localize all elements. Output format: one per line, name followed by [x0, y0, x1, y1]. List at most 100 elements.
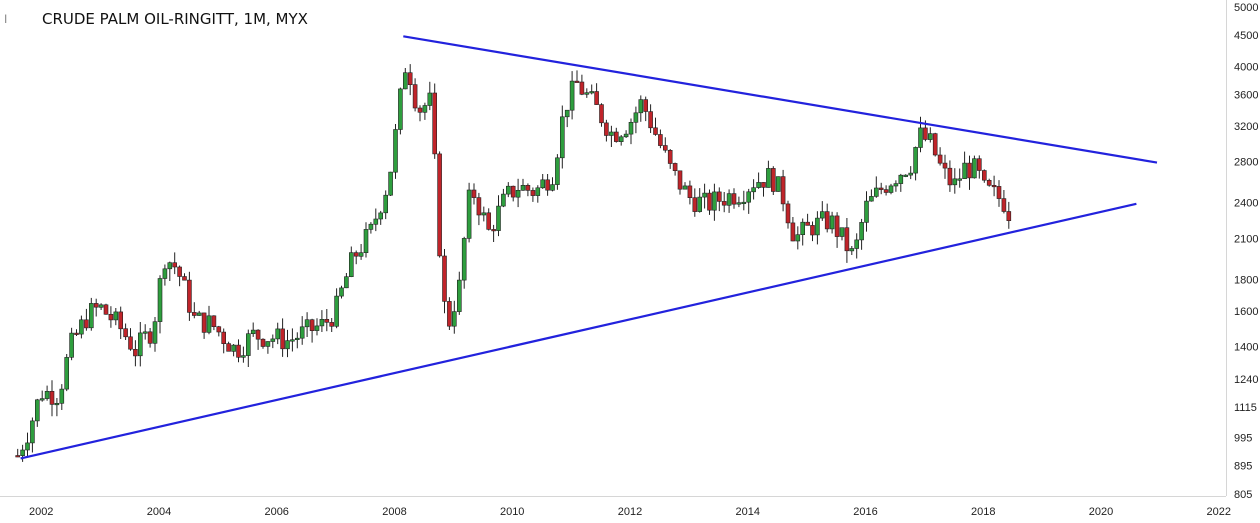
trendline-upper — [403, 35, 1158, 164]
candle-body — [712, 191, 717, 211]
candle-body — [888, 185, 894, 193]
candle-body — [236, 344, 241, 358]
candle-body — [407, 72, 413, 85]
candle — [692, 188, 698, 217]
candle-body — [157, 278, 163, 322]
candle-body — [368, 223, 374, 230]
candle-body — [260, 338, 266, 347]
candle — [383, 190, 389, 220]
candle-body — [172, 262, 177, 268]
candle — [893, 180, 899, 192]
candle — [962, 151, 967, 180]
candle — [501, 188, 506, 208]
candle-body — [525, 185, 531, 191]
candle — [687, 180, 693, 205]
candle — [412, 78, 418, 112]
candle-body — [1001, 198, 1007, 212]
candle — [648, 104, 653, 133]
candle-body — [721, 201, 727, 206]
candle-body — [167, 262, 173, 270]
y-tick-label: 995 — [1234, 433, 1252, 445]
candle-body — [869, 196, 874, 202]
candle — [815, 211, 820, 245]
candle — [604, 119, 609, 142]
candle — [339, 285, 344, 299]
candle-body — [967, 162, 972, 179]
candle-body — [398, 88, 403, 130]
candle-body — [334, 295, 339, 327]
candle-body — [535, 187, 541, 196]
candle-body — [177, 266, 182, 277]
candle — [736, 196, 742, 208]
candle — [795, 226, 801, 250]
candle-body — [231, 344, 236, 352]
candle — [564, 109, 570, 128]
candle — [550, 177, 555, 192]
candle — [319, 310, 325, 332]
candle — [285, 329, 290, 358]
candle-body — [667, 150, 673, 164]
candle — [898, 173, 904, 192]
candle-body — [795, 234, 801, 242]
candle — [525, 183, 531, 197]
candle-body — [79, 319, 84, 335]
candle — [677, 170, 683, 195]
candle — [810, 221, 815, 242]
y-tick-label: 5000 — [1234, 2, 1258, 14]
candle-body — [957, 178, 963, 181]
candle-body — [437, 153, 442, 257]
candle-body — [756, 182, 761, 188]
candle — [741, 190, 747, 211]
candle — [123, 323, 128, 340]
candle — [481, 206, 487, 222]
candle — [314, 318, 320, 336]
candle — [98, 303, 104, 310]
candle — [702, 183, 707, 209]
candle — [226, 341, 231, 352]
candle-body — [937, 154, 943, 164]
candle — [427, 81, 433, 111]
candle-body — [976, 158, 982, 171]
candle-body — [687, 185, 693, 198]
candles — [15, 64, 1012, 462]
x-tick-label: 2020 — [1089, 506, 1113, 518]
candle — [93, 298, 99, 317]
candle — [113, 308, 119, 326]
candle — [128, 328, 133, 351]
y-tick-label: 2800 — [1234, 157, 1258, 169]
candle-body — [304, 319, 310, 328]
candle — [819, 201, 825, 221]
candle-body — [707, 192, 712, 211]
candle-body — [324, 318, 330, 323]
candle-body — [996, 186, 1002, 199]
x-tick-label: 2010 — [500, 506, 524, 518]
candle-body — [118, 311, 123, 330]
candle — [133, 340, 138, 367]
candle — [39, 390, 45, 402]
candle-body — [908, 172, 914, 176]
y-tick-label: 895 — [1234, 461, 1252, 473]
candle — [854, 233, 860, 259]
candle-body — [466, 189, 472, 239]
candle-body — [751, 187, 756, 193]
candle — [437, 151, 442, 258]
candle — [569, 71, 575, 120]
candle — [658, 129, 663, 149]
candle — [182, 273, 187, 281]
candle-body — [839, 227, 845, 237]
candle — [800, 218, 806, 246]
candle — [981, 169, 987, 183]
candle-body — [697, 196, 703, 212]
candle-body — [123, 328, 128, 338]
candle — [770, 166, 776, 195]
candle-body — [530, 190, 536, 196]
candle — [559, 105, 565, 169]
candle-body — [182, 276, 187, 281]
candle-body — [810, 225, 815, 236]
candle-body — [309, 319, 315, 332]
candle-body — [30, 420, 35, 444]
candle-body — [824, 211, 830, 230]
candle — [260, 338, 266, 349]
candle — [265, 341, 271, 354]
candle — [643, 96, 649, 122]
